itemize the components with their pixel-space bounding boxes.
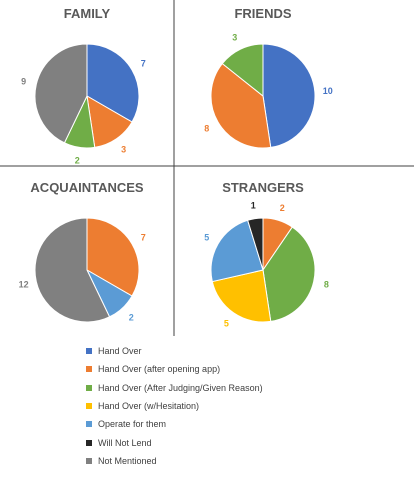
legend-item-hand-over: Hand Over [86, 342, 263, 360]
legend-swatch [86, 439, 92, 446]
acquaintances-label-operate-for-them: 2 [129, 313, 134, 323]
legend-label: Operate for them [98, 419, 167, 430]
friends-chart-title: FRIENDS [234, 6, 291, 21]
legend-item-will-not-lend: Will Not Lend [86, 433, 263, 451]
family-chart-title: FAMILY [64, 6, 111, 21]
legend-label: Will Not Lend [98, 437, 152, 448]
friends-label-hand-over: 10 [323, 86, 333, 96]
charts-group: FAMILY7329FRIENDS1083ACQUAINTANCES7212ST… [19, 6, 333, 329]
legend-item-not-mentioned: Not Mentioned [86, 452, 263, 470]
family-label-not-mentioned: 9 [21, 77, 26, 87]
acquaintances-label-not-mentioned: 12 [19, 280, 29, 290]
legend-swatch [86, 384, 92, 391]
legend-item-hand-over-after-opening-app: Hand Over (after opening app) [86, 360, 263, 378]
friends-slice-hand-over-after-opening-app [210, 62, 272, 149]
family-slice-hand-over [86, 43, 140, 123]
acquaintances-slice-hand-over-after-opening-app [86, 217, 140, 297]
strangers-label-will-not-lend: 1 [251, 201, 256, 211]
strangers-label-operate-for-them: 5 [204, 233, 209, 243]
legend-label: Not Mentioned [98, 455, 157, 466]
acquaintances-slice-not-mentioned [34, 217, 111, 323]
acquaintances-label-hand-over-after-opening-app: 7 [141, 233, 146, 243]
legend-label: Hand Over (After Judging/Given Reason) [98, 382, 263, 393]
strangers-slice-hand-over-w-hesitation [211, 269, 272, 323]
strangers-chart-title: STRANGERS [222, 180, 304, 195]
legend-item-operate-for-them: Operate for them [86, 415, 263, 433]
family-label-hand-over-after-opening-app: 3 [121, 145, 126, 155]
strangers-slice-hand-over-after-judging-given-reason [262, 226, 316, 322]
strangers-label-hand-over-w-hesitation: 5 [224, 319, 229, 329]
acquaintances-chart-title: ACQUAINTANCES [30, 180, 143, 195]
legend-swatch [86, 366, 92, 373]
legend-swatch [86, 457, 92, 464]
family-slice-not-mentioned [34, 43, 88, 144]
friends-slice-hand-over-after-judging-given-reason [221, 43, 264, 98]
strangers-label-hand-over-after-judging-given-reason: 8 [324, 280, 329, 290]
chart-legend: Hand Over Hand Over (after opening app) Ha… [86, 342, 263, 470]
legend-swatch [86, 403, 92, 410]
strangers-slice-operate-for-them [210, 219, 264, 283]
strangers-label-hand-over-after-opening-app: 2 [280, 203, 285, 213]
legend-swatch [86, 421, 92, 428]
legend-item-hand-over-w-hesitation: Hand Over (w/Hesitation) [86, 397, 263, 415]
legend-item-hand-over-after-judging-given-reason: Hand Over (After Judging/Given Reason) [86, 379, 263, 397]
legend-label: Hand Over [98, 346, 142, 357]
legend-label: Hand Over (after opening app) [98, 364, 221, 375]
friends-label-hand-over-after-opening-app: 8 [204, 124, 209, 134]
family-label-hand-over-after-judging-given-reason: 2 [75, 155, 80, 165]
family-label-hand-over: 7 [141, 59, 146, 69]
friends-slice-hand-over [262, 43, 316, 148]
legend-swatch [86, 348, 92, 355]
strangers-slice-will-not-lend [247, 217, 264, 271]
friends-label-hand-over-after-judging-given-reason: 3 [232, 32, 237, 42]
legend-label: Hand Over (w/Hesitation) [98, 401, 200, 412]
